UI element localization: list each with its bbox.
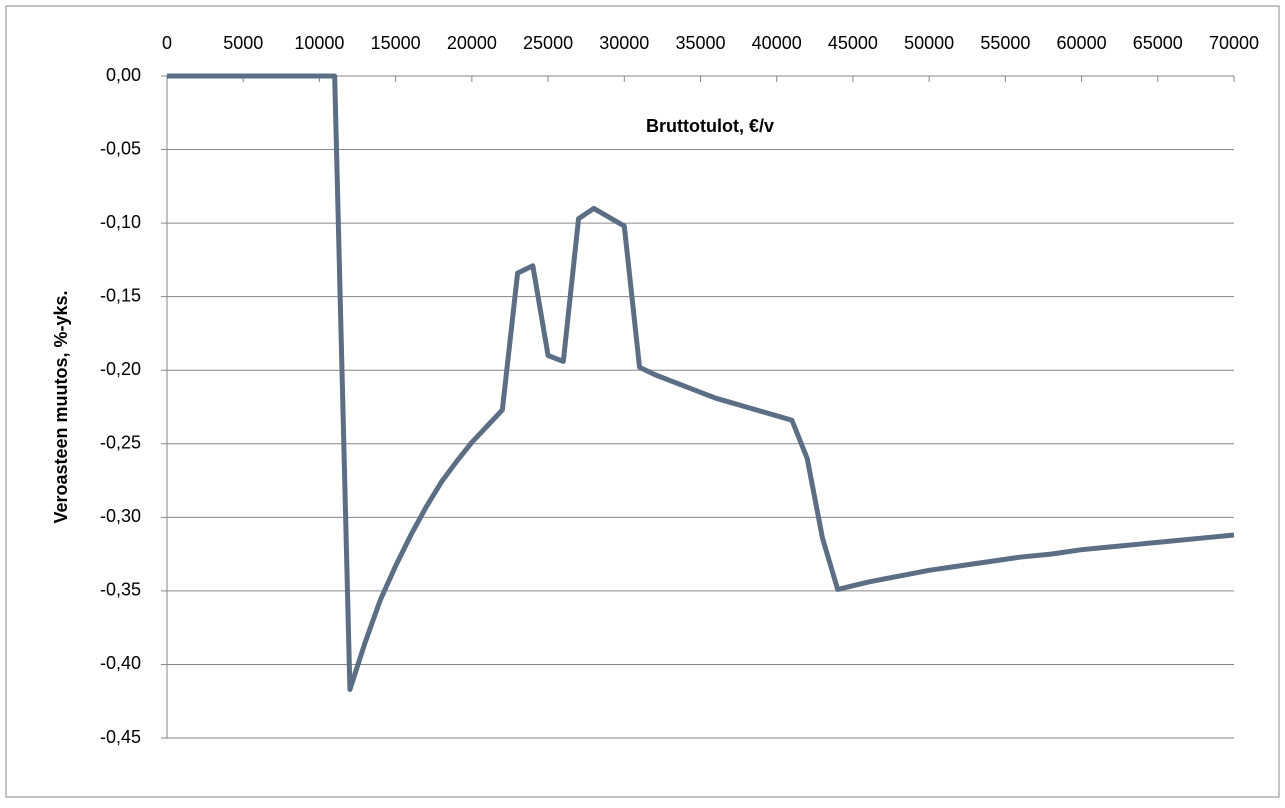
chart-frame xyxy=(5,5,1280,798)
x-tick-label: 50000 xyxy=(904,33,954,53)
y-tick-label: -0,05 xyxy=(100,138,141,158)
y-tick-label: -0,45 xyxy=(100,727,141,747)
x-tick-label: 30000 xyxy=(599,33,649,53)
x-tick-label: 35000 xyxy=(675,33,725,53)
y-tick-label: -0,25 xyxy=(100,433,141,453)
x-tick-label: 40000 xyxy=(752,33,802,53)
x-tick-label: 45000 xyxy=(828,33,878,53)
x-tick-label: 25000 xyxy=(523,33,573,53)
y-tick-label: -0,20 xyxy=(100,359,141,379)
x-axis-label: Bruttotulot, €/v xyxy=(646,116,774,136)
x-tick-label: 20000 xyxy=(447,33,497,53)
y-tick-label: -0,35 xyxy=(100,580,141,600)
data-line xyxy=(167,73,1235,692)
y-tick-label: -0,30 xyxy=(100,506,141,526)
y-tick-label: -0,15 xyxy=(100,285,141,305)
y-tick-label: -0,40 xyxy=(100,653,141,673)
x-tick-label: 55000 xyxy=(980,33,1030,53)
x-tick-label: 10000 xyxy=(294,33,344,53)
x-tick-label: 65000 xyxy=(1133,33,1183,53)
x-tick-label: 5000 xyxy=(223,33,263,53)
y-tick-label: -0,10 xyxy=(100,212,141,232)
x-tick-label: 0 xyxy=(162,33,172,53)
y-tick-label: 0,00 xyxy=(106,65,141,85)
y-axis-label: Veroasteen muutos, %-yks. xyxy=(51,290,71,523)
x-tick-label: 60000 xyxy=(1057,33,1107,53)
x-tick-label: 70000 xyxy=(1209,33,1259,53)
x-tick-label: 15000 xyxy=(371,33,421,53)
